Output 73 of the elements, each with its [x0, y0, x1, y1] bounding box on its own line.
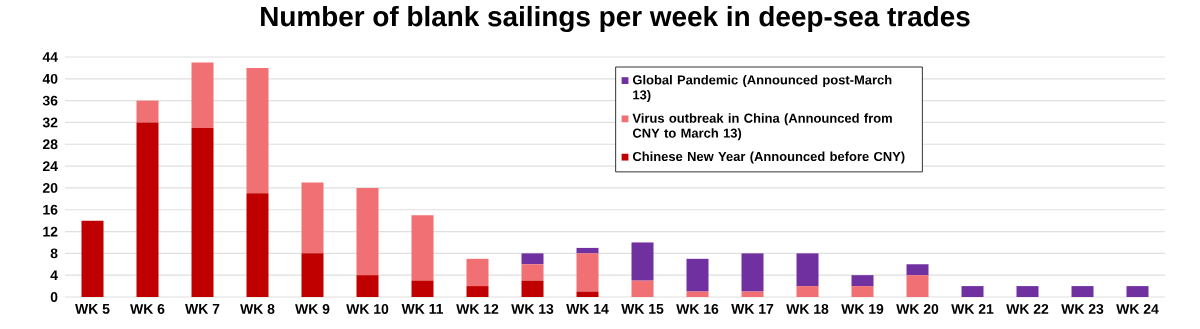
bar — [466, 286, 489, 297]
x-tick-label: WK 13 — [511, 304, 554, 314]
bar — [81, 220, 104, 297]
x-tick-label: WK 14 — [566, 304, 609, 314]
x-tick-label: WK 17 — [731, 304, 774, 314]
x-tick-label: WK 10 — [346, 304, 389, 314]
y-tick-label: 4 — [50, 270, 58, 280]
bar — [521, 280, 544, 297]
bar — [961, 286, 984, 297]
bar — [301, 182, 324, 254]
bar — [796, 286, 819, 297]
x-tick-label: WK 19 — [841, 304, 884, 314]
legend-label: Chinese New Year (Announced before CNY) — [632, 151, 905, 164]
x-tick-label: WK 16 — [676, 304, 719, 314]
bar — [906, 275, 929, 297]
x-tick-label: WK 12 — [456, 304, 499, 314]
x-tick-label: WK 18 — [786, 304, 829, 314]
x-tick-label: WK 20 — [896, 304, 939, 314]
x-tick-label: WK 21 — [951, 304, 994, 314]
bar — [356, 275, 379, 297]
y-tick-label: 44 — [42, 52, 58, 62]
bar — [246, 193, 269, 297]
bar — [686, 291, 709, 297]
x-tick-label: WK 9 — [295, 304, 330, 314]
bar — [246, 67, 269, 194]
y-tick-label: 8 — [50, 248, 58, 259]
bar — [906, 264, 929, 276]
bar — [411, 215, 434, 281]
x-tick-label: WK 23 — [1061, 304, 1104, 314]
y-tick-label: 12 — [43, 226, 58, 237]
bar — [1126, 286, 1149, 297]
bar — [851, 275, 874, 287]
bar — [576, 291, 599, 297]
bar — [466, 258, 489, 287]
bar — [741, 291, 764, 297]
bar — [576, 247, 599, 254]
bar — [1016, 286, 1039, 297]
bar — [631, 242, 654, 281]
x-tick-label: WK 6 — [130, 304, 165, 314]
bar — [191, 62, 214, 128]
x-tick-label: WK 5 — [75, 304, 110, 314]
x-tick-label: WK 22 — [1006, 304, 1049, 314]
bar — [686, 258, 709, 292]
y-tick-label: 40 — [42, 73, 58, 84]
y-tick-label: 28 — [42, 139, 58, 150]
y-tick-label: 20 — [42, 182, 58, 193]
x-tick-label: WK 24 — [1116, 304, 1159, 314]
y-tick-label: 32 — [42, 117, 58, 128]
bar — [741, 253, 764, 292]
y-tick-label: 16 — [43, 204, 58, 215]
y-tick-label: 0 — [50, 292, 58, 302]
bar — [191, 127, 214, 297]
bar — [1071, 286, 1094, 297]
bar — [411, 280, 434, 297]
bar — [521, 264, 544, 281]
x-tick-label: WK 8 — [240, 304, 275, 314]
chart-title: Number of blank sailings per week in deep-sea trades — [261, 5, 970, 33]
bar — [796, 253, 819, 287]
bar — [136, 122, 159, 297]
bar — [136, 100, 159, 123]
y-tick-label: 24 — [42, 161, 58, 171]
bar — [521, 253, 544, 265]
legend-label: Virus outbreak in China (Announced from CNY to March 13) — [632, 113, 892, 141]
y-tick-label: 36 — [42, 95, 58, 106]
x-tick-label: WK 7 — [185, 304, 220, 314]
x-tick-label: WK 15 — [621, 304, 664, 314]
bar — [301, 253, 324, 297]
legend-label: Global Pandemic (Announced post-March 13) — [632, 74, 892, 102]
bar — [356, 187, 379, 276]
bar — [631, 280, 654, 297]
bar — [851, 286, 874, 297]
x-tick-label: WK 11 — [401, 304, 444, 314]
bar — [576, 253, 599, 292]
